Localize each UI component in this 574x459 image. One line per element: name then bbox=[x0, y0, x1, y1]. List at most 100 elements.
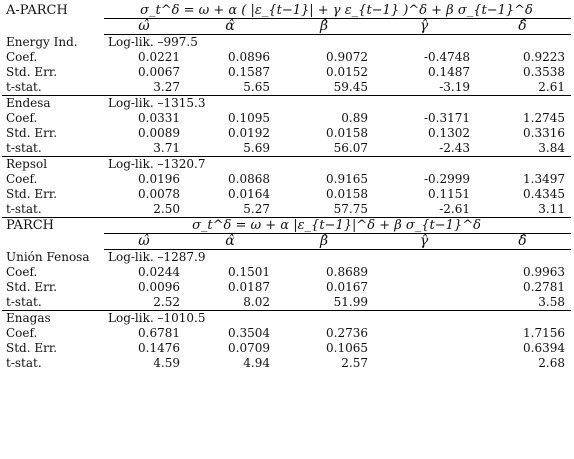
row-label: t-stat. bbox=[6, 202, 42, 216]
table-cell: 51.99 bbox=[333, 295, 368, 309]
table-cell: 3.84 bbox=[538, 141, 565, 155]
table-cell: 0.2736 bbox=[326, 326, 368, 340]
table-cell: 8.02 bbox=[243, 295, 270, 309]
table-cell: 0.1487 bbox=[428, 65, 470, 79]
table-cell bbox=[374, 356, 476, 371]
garch-results-table: A-PARCH σ_t^δ = ω + α ( |ε_{t−1}| + γ ε_{… bbox=[2, 3, 571, 371]
row-label: Std. Err. bbox=[6, 280, 58, 294]
table-cell: 0.0167 bbox=[326, 280, 368, 294]
table-cell: 0.0896 bbox=[228, 50, 270, 64]
table-cell: 0.9963 bbox=[523, 265, 565, 279]
table-cell: 0.1065 bbox=[326, 341, 368, 355]
table-cell bbox=[374, 280, 476, 295]
table-row: t-stat. 2.50 5.27 57.75 -2.61 3.11 bbox=[2, 202, 571, 218]
table-cell: 0.9223 bbox=[523, 50, 565, 64]
log-likelihood: Log-lik. –1010.5 bbox=[104, 310, 571, 326]
table-cell: 5.69 bbox=[243, 141, 270, 155]
table-cell: 0.6781 bbox=[138, 326, 180, 340]
table-cell: -3.19 bbox=[439, 80, 470, 94]
company-name: Energy Ind. bbox=[6, 34, 78, 49]
table-cell: 0.1476 bbox=[138, 341, 180, 355]
table-cell: 0.1302 bbox=[428, 126, 470, 140]
aparch-column-header: ω̂ bbox=[104, 18, 186, 35]
log-likelihood: Log-lik. –997.5 bbox=[108, 35, 198, 49]
table-cell: 0.9072 bbox=[326, 50, 368, 64]
table-cell: 2.50 bbox=[153, 202, 180, 216]
table-cell: 0.3504 bbox=[228, 326, 270, 340]
table-cell: -0.2999 bbox=[423, 172, 470, 186]
table-cell: 4.59 bbox=[153, 356, 180, 370]
table-cell: 1.7156 bbox=[523, 326, 565, 340]
table-cell: 5.65 bbox=[243, 80, 270, 94]
parch-header-row: ω̂ α̂ β̂ γ̂ δ̂ bbox=[2, 233, 571, 250]
aparch-title-row: A-PARCH σ_t^δ = ω + α ( |ε_{t−1}| + γ ε_{… bbox=[2, 3, 571, 19]
row-label: Coef. bbox=[6, 326, 38, 340]
table-cell: 0.1501 bbox=[228, 265, 270, 279]
row-label: t-stat. bbox=[6, 141, 42, 155]
row-label: Coef. bbox=[6, 50, 38, 64]
table-cell: 2.52 bbox=[153, 295, 180, 309]
parch-equation: σ_t^δ = ω + α |ε_{t−1}|^δ + β σ_{t−1}^δ bbox=[104, 217, 571, 234]
table-cell: 4.94 bbox=[243, 356, 270, 370]
row-label: t-stat. bbox=[6, 80, 42, 94]
row-label: Coef. bbox=[6, 111, 38, 125]
table-row: t-stat. 3.71 5.69 56.07 -2.43 3.84 bbox=[2, 141, 571, 157]
parch-column-header: α̂ bbox=[186, 233, 276, 250]
table-cell: 59.45 bbox=[333, 80, 368, 94]
table-cell: 0.0196 bbox=[138, 172, 180, 186]
table-cell: 3.58 bbox=[538, 295, 565, 309]
row-label: Std. Err. bbox=[6, 65, 58, 79]
table-row: t-stat. 2.52 8.02 51.99 3.58 bbox=[2, 295, 571, 311]
table-cell: -2.61 bbox=[439, 202, 470, 216]
row-label: t-stat. bbox=[6, 356, 42, 370]
table-cell: 0.0192 bbox=[228, 126, 270, 140]
row-label: t-stat. bbox=[6, 295, 42, 309]
aparch-column-header: α̂ bbox=[186, 18, 276, 35]
parch-column-header: β̂ bbox=[276, 233, 374, 250]
table-cell: 0.0089 bbox=[138, 126, 180, 140]
table-cell: 57.75 bbox=[333, 202, 368, 216]
table-cell: 0.1151 bbox=[428, 187, 470, 201]
parch-column-header: γ̂ bbox=[374, 233, 476, 250]
table-cell: 3.11 bbox=[538, 202, 565, 216]
table-cell: 0.0158 bbox=[326, 187, 368, 201]
table-cell: 0.0158 bbox=[326, 126, 368, 140]
row-label: Coef. bbox=[6, 265, 38, 279]
company-name: Endesa bbox=[2, 95, 104, 111]
table-cell: 1.2745 bbox=[523, 111, 565, 125]
table-row: Coef. 0.0196 0.0868 0.9165 -0.2999 1.3497 bbox=[2, 172, 571, 187]
row-label: Std. Err. bbox=[6, 126, 58, 140]
row-label: Coef. bbox=[6, 172, 38, 186]
table-row: Std. Err. 0.0089 0.0192 0.0158 0.1302 0.3316 bbox=[2, 126, 571, 141]
aparch-model-label: A-PARCH bbox=[6, 3, 68, 18]
table-cell: 0.0096 bbox=[138, 280, 180, 294]
log-likelihood: Log-lik. –1320.7 bbox=[104, 156, 571, 172]
parch-model-label: PARCH bbox=[2, 217, 104, 250]
table-row: Std. Err. 0.0096 0.0187 0.0167 0.2781 bbox=[2, 280, 571, 295]
table-cell: -0.4748 bbox=[423, 50, 470, 64]
company-name: Unión Fenosa bbox=[6, 249, 90, 264]
table-cell: 0.4345 bbox=[523, 187, 565, 201]
table-cell: 0.0078 bbox=[138, 187, 180, 201]
table-cell: 0.1095 bbox=[228, 111, 270, 125]
table-cell: 0.0331 bbox=[138, 111, 180, 125]
table-cell: 0.9165 bbox=[326, 172, 368, 186]
row-label: Std. Err. bbox=[6, 341, 58, 355]
parch-column-header: δ̂ bbox=[476, 233, 571, 250]
table-cell: 2.61 bbox=[538, 80, 565, 94]
log-likelihood: Log-lik. –1287.9 bbox=[108, 250, 206, 264]
aparch-column-header: δ̂ bbox=[476, 18, 571, 35]
table-row: Std. Err. 0.1476 0.0709 0.1065 0.6394 bbox=[2, 341, 571, 356]
table-row: t-stat. 4.59 4.94 2.57 2.68 bbox=[2, 356, 571, 371]
table-cell: 0.0868 bbox=[228, 172, 270, 186]
table-cell: -0.3171 bbox=[423, 111, 470, 125]
table-cell: 0.0709 bbox=[228, 341, 270, 355]
table-cell: 0.1587 bbox=[228, 65, 270, 79]
table-cell: 0.0067 bbox=[138, 65, 180, 79]
table-row: t-stat. 3.27 5.65 59.45 -3.19 2.61 bbox=[2, 80, 571, 96]
company-name: Enagas bbox=[2, 310, 104, 326]
table-cell: 0.0164 bbox=[228, 187, 270, 201]
table-cell: 0.3316 bbox=[523, 126, 565, 140]
table-cell: 0.6394 bbox=[523, 341, 565, 355]
